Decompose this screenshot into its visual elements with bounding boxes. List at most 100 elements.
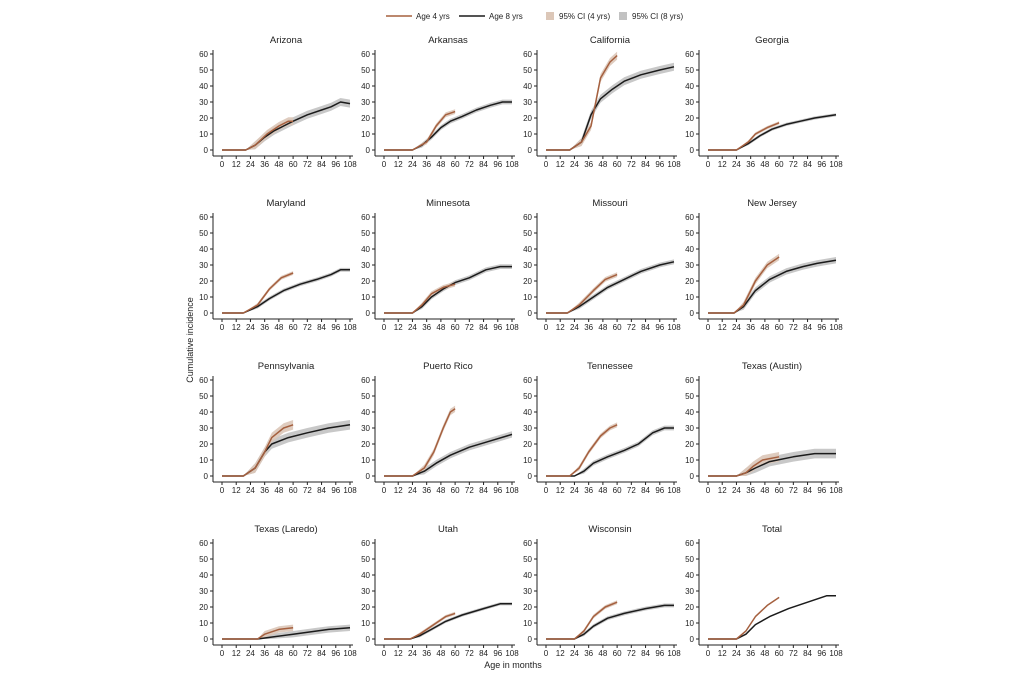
y-tick-label: 50: [199, 392, 208, 401]
y-tick-label: 60: [199, 376, 208, 385]
y-tick-label: 0: [690, 472, 695, 481]
x-tick-label: 24: [570, 323, 579, 332]
x-tick-label: 96: [655, 323, 664, 332]
x-tick-label: 60: [289, 323, 298, 332]
panel-title: Total: [762, 524, 782, 535]
x-tick-label: 48: [760, 486, 769, 495]
ci-band-age4: [546, 51, 618, 150]
x-tick-label: 108: [505, 486, 519, 495]
x-tick-label: 84: [317, 160, 326, 169]
x-tick-label: 108: [667, 160, 681, 169]
y-tick-label: 60: [523, 539, 532, 548]
x-tick-label: 24: [408, 486, 417, 495]
y-tick-label: 20: [199, 277, 208, 286]
y-tick-label: 30: [523, 587, 532, 596]
x-tick-label: 12: [394, 323, 403, 332]
x-tick-label: 12: [232, 649, 241, 658]
x-tick-label: 12: [556, 323, 565, 332]
x-tick-label: 96: [817, 323, 826, 332]
x-tick-label: 36: [422, 649, 431, 658]
panel-title: Texas (Austin): [742, 361, 802, 372]
y-tick-label: 20: [199, 440, 208, 449]
x-tick-label: 96: [493, 649, 502, 658]
x-tick-label: 108: [829, 160, 843, 169]
ci-band-age8: [546, 425, 674, 476]
legend-label-ci8: 95% CI (8 yrs): [632, 12, 683, 21]
y-tick-label: 50: [199, 229, 208, 238]
x-tick-label: 72: [303, 486, 312, 495]
y-tick-label: 60: [685, 213, 694, 222]
legend: Age 4 yrs Age 8 yrs 95% CI (4 yrs) 95% C…: [386, 12, 683, 21]
x-tick-label: 72: [789, 160, 798, 169]
x-tick-label: 72: [627, 160, 636, 169]
x-tick-label: 24: [570, 649, 579, 658]
panel-title: Pennsylvania: [258, 361, 315, 372]
y-tick-label: 60: [685, 50, 694, 59]
x-tick-label: 24: [246, 160, 255, 169]
x-axis-label: Age in months: [484, 660, 542, 670]
y-tick-label: 40: [199, 408, 208, 417]
legend-swatch-ci8: [619, 12, 627, 20]
y-tick-label: 50: [361, 555, 370, 564]
x-tick-label: 0: [544, 486, 549, 495]
x-tick-label: 12: [556, 486, 565, 495]
x-tick-label: 24: [732, 160, 741, 169]
panel-title: Utah: [438, 524, 458, 535]
y-tick-label: 0: [366, 309, 371, 318]
y-tick-label: 0: [690, 146, 695, 155]
x-tick-label: 12: [556, 649, 565, 658]
y-tick-label: 30: [685, 98, 694, 107]
x-tick-label: 48: [274, 649, 283, 658]
x-tick-label: 48: [598, 160, 607, 169]
x-tick-label: 96: [331, 160, 340, 169]
y-tick-label: 40: [199, 571, 208, 580]
panel-tennessee: Tennessee 0 10 20 30 40 50 60 0 12 24 36 48 60 72 84 96 1…: [523, 361, 681, 495]
y-tick-label: 40: [361, 82, 370, 91]
y-tick-label: 50: [685, 555, 694, 564]
x-tick-label: 0: [382, 160, 387, 169]
panel-title: Georgia: [755, 35, 790, 46]
y-tick-label: 20: [361, 277, 370, 286]
legend-label-age4: Age 4 yrs: [416, 12, 450, 21]
series-line-age4: [384, 612, 456, 640]
y-tick-label: 40: [685, 82, 694, 91]
x-tick-label: 72: [303, 160, 312, 169]
x-tick-label: 48: [436, 160, 445, 169]
y-tick-label: 30: [685, 261, 694, 270]
x-tick-label: 48: [274, 486, 283, 495]
x-tick-label: 12: [718, 323, 727, 332]
x-tick-label: 72: [303, 649, 312, 658]
ci-band-age4: [708, 452, 780, 476]
x-tick-label: 96: [331, 486, 340, 495]
x-tick-label: 60: [775, 323, 784, 332]
x-tick-label: 0: [220, 649, 225, 658]
y-tick-label: 20: [685, 277, 694, 286]
x-tick-label: 12: [718, 486, 727, 495]
x-tick-label: 96: [655, 486, 664, 495]
y-tick-label: 10: [199, 619, 208, 628]
x-tick-label: 96: [817, 486, 826, 495]
x-tick-label: 60: [613, 323, 622, 332]
y-tick-label: 60: [685, 376, 694, 385]
x-tick-label: 12: [232, 160, 241, 169]
ci-band-age8: [546, 62, 674, 150]
y-tick-label: 60: [523, 213, 532, 222]
x-tick-label: 96: [493, 323, 502, 332]
series-line-age4: [708, 256, 780, 314]
y-tick-label: 60: [361, 376, 370, 385]
y-tick-label: 10: [523, 456, 532, 465]
y-tick-label: 40: [523, 245, 532, 254]
x-tick-label: 60: [775, 486, 784, 495]
y-tick-label: 50: [361, 229, 370, 238]
panel-puerto-rico: Puerto Rico 0 10 20 30 40 50 60 0 12 24 36 48 60 72 84 9…: [361, 361, 519, 495]
y-tick-label: 60: [523, 50, 532, 59]
panel-title: California: [590, 35, 631, 46]
y-tick-label: 40: [685, 408, 694, 417]
panel-title: Arkansas: [428, 35, 468, 46]
ci-band-age8: [222, 420, 350, 476]
y-tick-label: 10: [361, 456, 370, 465]
panel-utah: Utah 0 10 20 30 40 50 60 0 12 24 36 48 60 72 84 96 108: [361, 524, 519, 658]
series-line-age4: [222, 627, 294, 640]
panel-title: Maryland: [266, 198, 305, 209]
y-tick-label: 10: [685, 130, 694, 139]
